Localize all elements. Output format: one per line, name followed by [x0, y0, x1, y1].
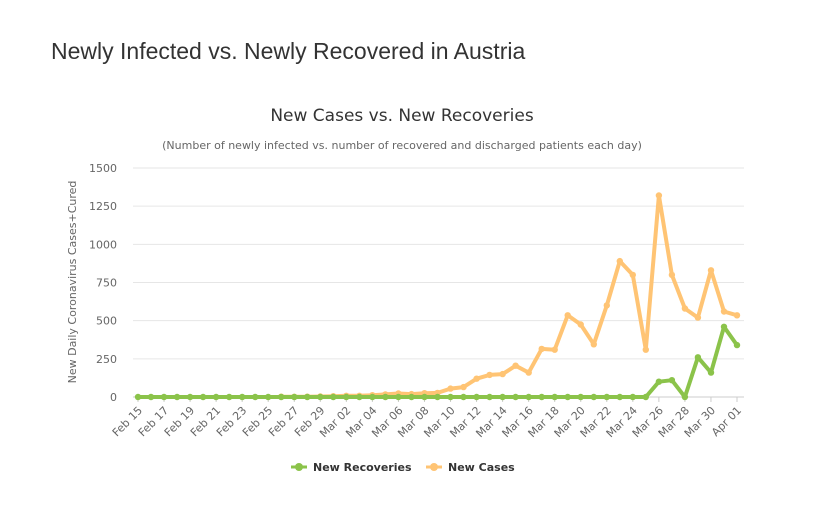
- y-tick-label: 1500: [89, 162, 117, 175]
- data-point[interactable]: [629, 393, 636, 401]
- data-point[interactable]: [694, 354, 702, 361]
- data-point[interactable]: [499, 370, 506, 378]
- data-point[interactable]: [720, 323, 728, 330]
- data-point[interactable]: [655, 378, 663, 385]
- y-axis-ticks: 0 250 500 750 1000 1250 1500: [89, 162, 117, 404]
- legend-label[interactable]: New Cases: [448, 461, 515, 474]
- data-point[interactable]: [447, 393, 454, 401]
- data-point[interactable]: [447, 385, 454, 392]
- data-point[interactable]: [160, 393, 168, 401]
- page-title: Newly Infected vs. Newly Recovered in Au…: [51, 38, 526, 64]
- data-point[interactable]: [473, 375, 480, 382]
- data-point[interactable]: [421, 393, 428, 401]
- data-point[interactable]: [473, 393, 480, 401]
- data-point[interactable]: [239, 393, 246, 401]
- series-new-cases: [278, 192, 741, 400]
- data-point[interactable]: [642, 393, 649, 401]
- legend-symbol-marker: [430, 463, 438, 471]
- x-tick-label: Apr 01: [709, 404, 744, 439]
- data-point[interactable]: [134, 393, 142, 401]
- data-point[interactable]: [147, 393, 155, 401]
- data-point[interactable]: [212, 393, 220, 401]
- data-point[interactable]: [343, 393, 350, 401]
- data-point[interactable]: [720, 308, 728, 315]
- data-point[interactable]: [226, 393, 233, 401]
- data-point[interactable]: [733, 312, 741, 319]
- data-point[interactable]: [173, 393, 181, 401]
- data-point[interactable]: [616, 393, 623, 401]
- data-point[interactable]: [681, 393, 689, 401]
- data-point[interactable]: [291, 393, 298, 401]
- data-point[interactable]: [616, 257, 623, 265]
- data-point[interactable]: [668, 377, 676, 384]
- data-point[interactable]: [317, 393, 324, 401]
- data-point[interactable]: [538, 393, 545, 401]
- y-tick-label: 750: [96, 277, 117, 290]
- data-point[interactable]: [395, 393, 402, 401]
- chart-subtitle: (Number of newly infected vs. number of …: [162, 139, 642, 152]
- data-point[interactable]: [694, 314, 702, 321]
- data-point[interactable]: [460, 383, 467, 391]
- y-tick-label: 0: [110, 391, 117, 404]
- legend-item[interactable]: New Recoveries: [291, 461, 412, 474]
- y-tick-label: 1000: [89, 238, 117, 251]
- data-point[interactable]: [525, 393, 532, 401]
- data-point[interactable]: [564, 393, 571, 401]
- data-point[interactable]: [577, 321, 584, 328]
- y-tick-label: 250: [96, 353, 117, 366]
- data-point[interactable]: [265, 393, 272, 401]
- data-point[interactable]: [356, 393, 363, 401]
- data-point[interactable]: [486, 371, 493, 379]
- data-point[interactable]: [655, 192, 663, 199]
- data-point[interactable]: [668, 271, 676, 279]
- chart-title: New Cases vs. New Recoveries: [270, 106, 534, 126]
- legend-symbol-marker: [295, 463, 303, 471]
- data-point[interactable]: [382, 393, 389, 401]
- y-tick-label: 1250: [89, 200, 117, 213]
- data-point[interactable]: [460, 393, 467, 401]
- data-point[interactable]: [577, 393, 584, 401]
- legend[interactable]: New Recoveries New Cases: [291, 461, 515, 474]
- data-point[interactable]: [525, 369, 532, 376]
- data-point[interactable]: [564, 312, 571, 319]
- data-point[interactable]: [603, 393, 610, 401]
- data-point[interactable]: [199, 393, 207, 401]
- data-point[interactable]: [499, 393, 506, 401]
- data-point[interactable]: [733, 341, 741, 349]
- series-line: [279, 193, 739, 399]
- data-point[interactable]: [369, 393, 376, 401]
- data-point[interactable]: [486, 393, 493, 401]
- series: [134, 192, 741, 401]
- data-point[interactable]: [512, 393, 519, 401]
- data-point[interactable]: [278, 393, 285, 401]
- data-point[interactable]: [707, 267, 715, 274]
- y-tick-label: 500: [96, 315, 117, 328]
- data-point[interactable]: [629, 271, 636, 279]
- legend-item[interactable]: New Cases: [426, 461, 515, 474]
- data-point[interactable]: [252, 393, 259, 401]
- data-point[interactable]: [512, 362, 519, 369]
- legend-label[interactable]: New Recoveries: [313, 461, 412, 474]
- data-point[interactable]: [590, 393, 597, 401]
- data-point[interactable]: [590, 341, 597, 348]
- data-point[interactable]: [434, 393, 441, 401]
- data-point[interactable]: [707, 369, 715, 376]
- data-point[interactable]: [551, 346, 558, 353]
- data-point[interactable]: [304, 393, 311, 401]
- data-point[interactable]: [681, 305, 689, 312]
- data-point[interactable]: [603, 302, 610, 309]
- data-point[interactable]: [330, 393, 337, 401]
- y-axis-title: New Daily Coronavirus Cases+Cured: [66, 181, 79, 384]
- series-new-recoveries: [134, 323, 741, 401]
- data-point[interactable]: [538, 345, 545, 353]
- data-point[interactable]: [186, 393, 194, 401]
- data-point[interactable]: [642, 346, 649, 353]
- data-point[interactable]: [408, 393, 415, 401]
- data-point[interactable]: [551, 393, 558, 401]
